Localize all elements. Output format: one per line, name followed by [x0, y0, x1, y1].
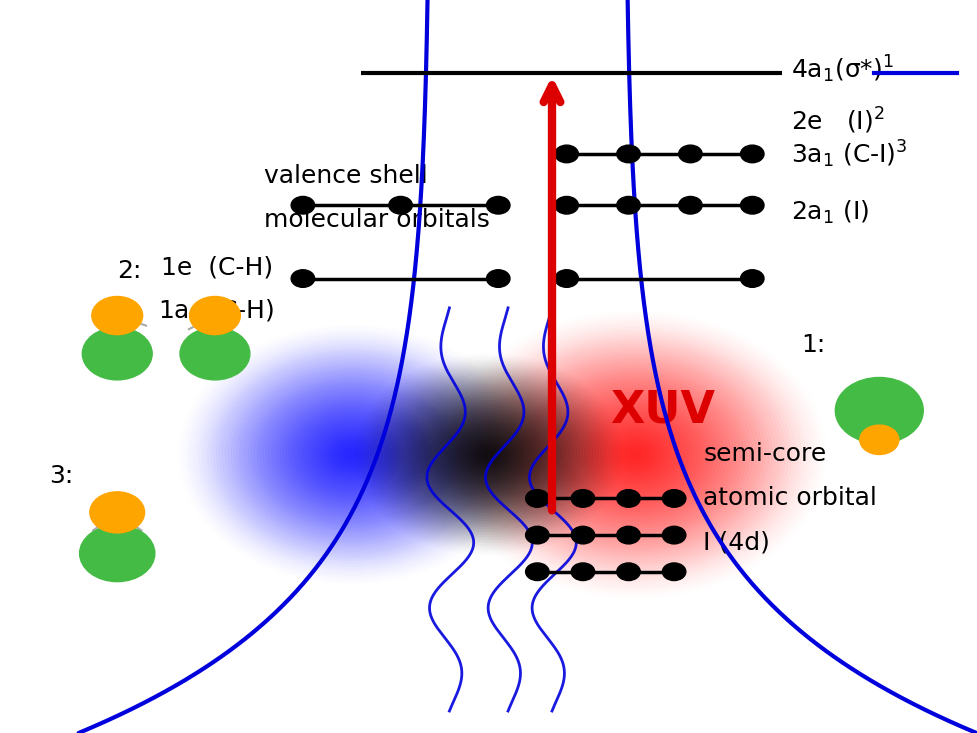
Circle shape	[616, 490, 640, 507]
Circle shape	[478, 446, 499, 463]
Circle shape	[459, 432, 518, 476]
Circle shape	[526, 563, 549, 581]
Circle shape	[572, 526, 595, 544]
Text: I (4d): I (4d)	[703, 531, 770, 554]
Text: 2a$_1$ (I): 2a$_1$ (I)	[791, 199, 870, 226]
Circle shape	[860, 425, 899, 454]
Circle shape	[454, 429, 523, 480]
Circle shape	[92, 296, 143, 334]
Circle shape	[555, 270, 578, 287]
Circle shape	[465, 437, 512, 472]
Circle shape	[741, 196, 764, 214]
Text: 2e   (I)$^2$: 2e (I)$^2$	[791, 106, 885, 136]
Circle shape	[82, 328, 152, 380]
Circle shape	[572, 490, 595, 507]
Circle shape	[679, 145, 702, 163]
Circle shape	[616, 526, 640, 544]
Circle shape	[389, 196, 412, 214]
Circle shape	[741, 145, 764, 163]
Circle shape	[456, 430, 521, 479]
Circle shape	[662, 526, 686, 544]
Text: 4a$_1$(σ*)$^1$: 4a$_1$(σ*)$^1$	[791, 54, 894, 85]
Circle shape	[741, 270, 764, 287]
Circle shape	[835, 377, 923, 443]
Text: semi-core: semi-core	[703, 443, 827, 466]
Circle shape	[291, 196, 315, 214]
Circle shape	[481, 449, 496, 460]
Text: 3:: 3:	[49, 465, 73, 488]
Circle shape	[467, 438, 510, 471]
Circle shape	[79, 525, 154, 582]
Circle shape	[90, 492, 145, 533]
Circle shape	[487, 196, 510, 214]
Text: 1e  (C-H): 1e (C-H)	[161, 256, 274, 279]
Circle shape	[291, 270, 315, 287]
Circle shape	[476, 445, 501, 464]
Text: 3a$_1$ (C-I)$^3$: 3a$_1$ (C-I)$^3$	[791, 139, 908, 169]
Circle shape	[470, 441, 507, 468]
Text: XUV: XUV	[611, 389, 715, 432]
Circle shape	[484, 451, 493, 458]
Circle shape	[190, 296, 240, 334]
Circle shape	[448, 424, 529, 485]
Circle shape	[473, 443, 504, 466]
Circle shape	[180, 328, 250, 380]
Circle shape	[555, 145, 578, 163]
Circle shape	[526, 526, 549, 544]
Text: 1a$_1$ (C-H): 1a$_1$ (C-H)	[157, 298, 274, 325]
Circle shape	[662, 563, 686, 581]
Text: atomic orbital: atomic orbital	[703, 487, 877, 510]
Circle shape	[662, 490, 686, 507]
Text: 1:: 1:	[801, 333, 826, 356]
Text: valence shell: valence shell	[264, 164, 428, 188]
FancyArrowPatch shape	[543, 85, 561, 510]
Circle shape	[451, 427, 526, 482]
Circle shape	[462, 435, 515, 474]
Circle shape	[616, 196, 640, 214]
Circle shape	[679, 196, 702, 214]
Text: 2:: 2:	[117, 259, 142, 283]
Text: molecular orbitals: molecular orbitals	[264, 208, 489, 232]
Circle shape	[555, 196, 578, 214]
Circle shape	[526, 490, 549, 507]
Circle shape	[572, 563, 595, 581]
Circle shape	[487, 270, 510, 287]
Circle shape	[616, 563, 640, 581]
Circle shape	[616, 145, 640, 163]
